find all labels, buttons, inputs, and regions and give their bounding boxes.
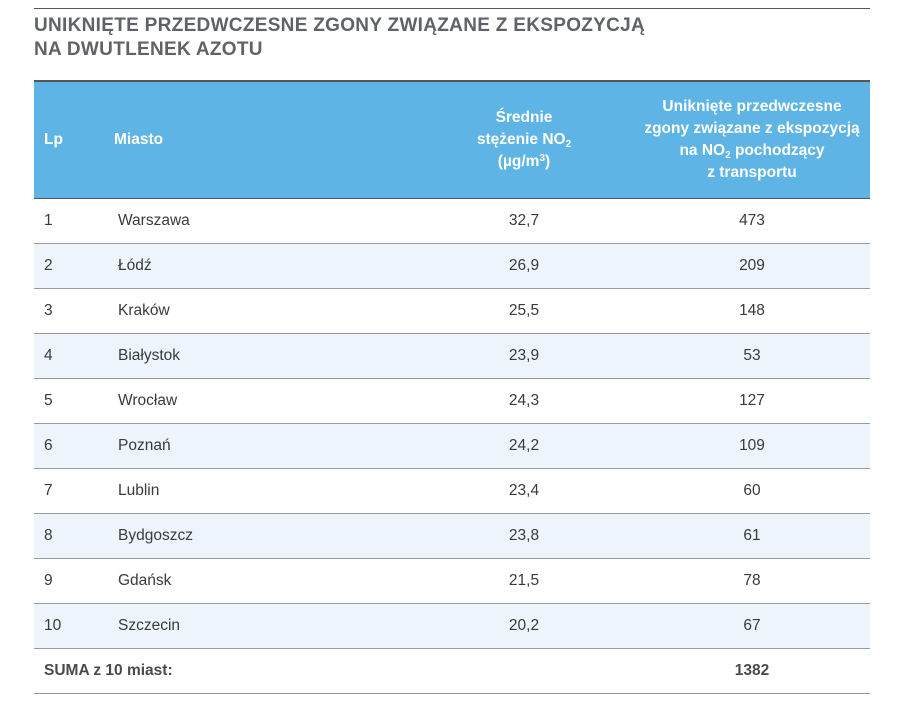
cell-city: Lublin	[104, 468, 344, 514]
cell-city: Bydgoszcz	[104, 513, 344, 559]
table-body: 1 Warszawa 32,7 473 2 Łódź 26,9 209 3 Kr…	[34, 197, 870, 694]
cell-lp: 3	[34, 288, 104, 334]
cell-lp: 4	[34, 333, 104, 379]
cell-city: Szczecin	[104, 603, 344, 649]
cell-deaths: 67	[634, 603, 870, 649]
cell-lp: 10	[34, 603, 104, 649]
title-line-2: NA DWUTLENEK AZOTU	[34, 39, 263, 60]
cell-no2: 20,2	[344, 603, 634, 649]
header-no2-unit-superscript: 3	[539, 152, 546, 164]
cell-no2: 23,4	[344, 468, 634, 514]
cell-lp: 7	[34, 468, 104, 514]
table-row: 4 Białystok 23,9 53	[34, 333, 870, 379]
cell-no2: 24,3	[344, 378, 634, 424]
header-deaths-line-3: na NO2 pochodzący	[634, 140, 870, 162]
cell-city: Wrocław	[104, 378, 344, 424]
cell-deaths: 127	[634, 378, 870, 424]
header-no2-unit-open: (µg/m	[497, 152, 540, 170]
table-row: 7 Lublin 23,4 60	[34, 468, 870, 514]
cell-deaths: 209	[634, 243, 870, 289]
top-rule	[34, 8, 870, 9]
header-row: Lp Miasto Średnie stężenie NO2 (µg/m3) U…	[34, 82, 870, 198]
table-row: 5 Wrocław 24,3 127	[34, 378, 870, 424]
summary-label: SUMA z 10 miast:	[34, 648, 634, 694]
table-row: 6 Poznań 24,2 109	[34, 423, 870, 469]
cell-city: Białystok	[104, 333, 344, 379]
header-deaths-line-3-rest: pochodzący	[730, 141, 825, 159]
cell-no2: 32,7	[344, 197, 634, 244]
cell-lp: 2	[34, 243, 104, 289]
summary-row: SUMA z 10 miast: 1382	[34, 648, 870, 694]
cell-deaths: 473	[634, 197, 870, 244]
header-no2-concentration: Średnie stężenie NO2 (µg/m3)	[344, 82, 634, 198]
summary-deaths-total: 1382	[634, 648, 870, 694]
cell-no2: 26,9	[344, 243, 634, 289]
header-no2-line-1: Średnie	[495, 108, 553, 126]
header-deaths-line-3-text: na NO	[679, 141, 726, 159]
cell-city: Poznań	[104, 423, 344, 469]
cell-deaths: 148	[634, 288, 870, 334]
table-header: Lp Miasto Średnie stężenie NO2 (µg/m3) U…	[34, 82, 870, 198]
header-no2-line-3: (µg/m3)	[414, 151, 634, 173]
cell-city: Gdańsk	[104, 558, 344, 604]
table-row: 9 Gdańsk 21,5 78	[34, 558, 870, 604]
cell-no2: 23,8	[344, 513, 634, 559]
table-top-rule	[34, 80, 870, 82]
deaths-table: Lp Miasto Średnie stężenie NO2 (µg/m3) U…	[34, 82, 870, 694]
page-title: UNIKNIĘTE PRZEDWCZESNE ZGONY ZWIĄZANE Z …	[34, 14, 870, 62]
cell-city: Kraków	[104, 288, 344, 334]
table-row: 8 Bydgoszcz 23,8 61	[34, 513, 870, 559]
cell-lp: 5	[34, 378, 104, 424]
header-city: Miasto	[114, 130, 164, 148]
cell-deaths: 60	[634, 468, 870, 514]
header-no2-unit-close: )	[545, 152, 551, 170]
cell-lp: 9	[34, 558, 104, 604]
header-no2-line-2-text: stężenie NO	[476, 130, 566, 148]
header-deaths-subscript: 2	[725, 149, 731, 161]
header-deaths-line-1: Uniknięte przedwczesne	[662, 97, 842, 115]
header-no2-subscript: 2	[565, 138, 572, 150]
cell-deaths: 61	[634, 513, 870, 559]
cell-lp: 6	[34, 423, 104, 469]
table-row: 2 Łódź 26,9 209	[34, 243, 870, 289]
table-row: 10 Szczecin 20,2 67	[34, 603, 870, 649]
table-row: 1 Warszawa 32,7 473	[34, 197, 870, 244]
cell-deaths: 109	[634, 423, 870, 469]
cell-lp: 1	[34, 197, 104, 244]
header-no2-line-2: stężenie NO2	[414, 129, 634, 151]
table-row: 3 Kraków 25,5 148	[34, 288, 870, 334]
header-deaths-line-2: zgony związane z ekspozycją	[644, 119, 860, 137]
cell-city: Warszawa	[104, 197, 344, 244]
header-avoided-deaths: Uniknięte przedwczesne zgony związane z …	[634, 82, 870, 198]
cell-deaths: 53	[634, 333, 870, 379]
cell-city: Łódź	[104, 243, 344, 289]
cell-no2: 24,2	[344, 423, 634, 469]
cell-no2: 25,5	[344, 288, 634, 334]
title-line-1: UNIKNIĘTE PRZEDWCZESNE ZGONY ZWIĄZANE Z …	[34, 15, 646, 36]
cell-no2: 21,5	[344, 558, 634, 604]
cell-deaths: 78	[634, 558, 870, 604]
header-deaths-line-4: z transportu	[707, 163, 797, 181]
cell-lp: 8	[34, 513, 104, 559]
header-lp: Lp	[44, 130, 63, 148]
cell-no2: 23,9	[344, 333, 634, 379]
